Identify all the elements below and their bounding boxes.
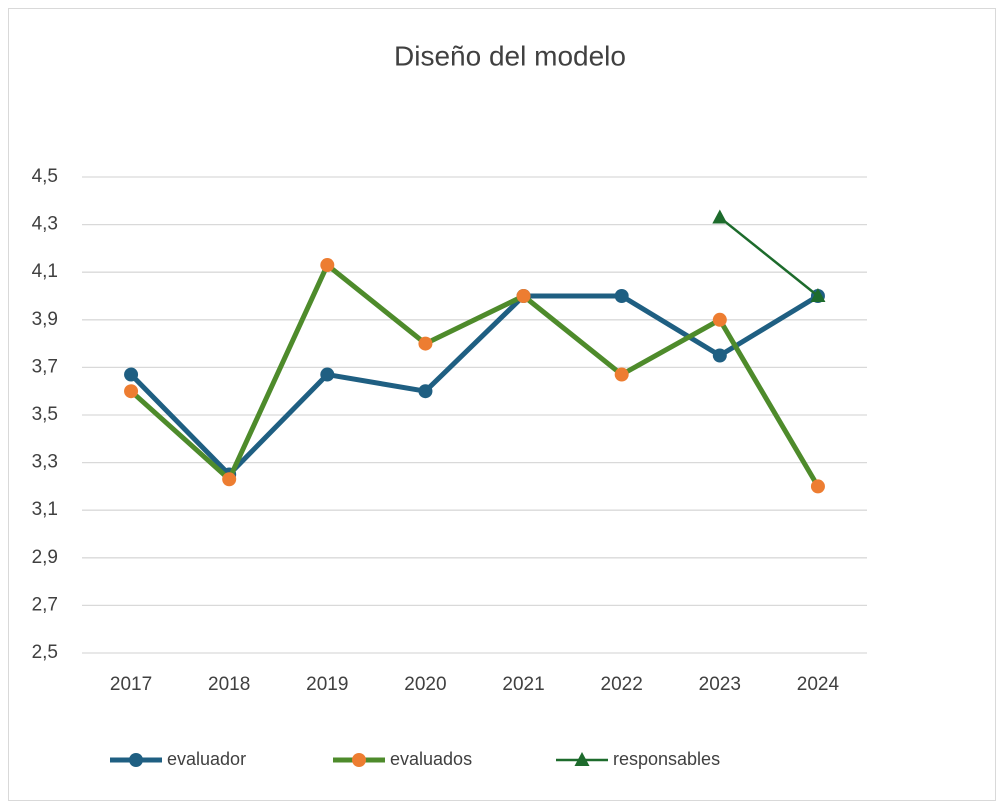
series-line (129, 262, 821, 488)
data-point (712, 348, 727, 363)
data-point (124, 367, 139, 382)
x-tick-label: 2020 (404, 674, 446, 695)
legend-label: evaluador (167, 749, 246, 769)
x-tick-label: 2018 (208, 674, 250, 695)
data-point (418, 384, 433, 399)
chart-border (8, 8, 996, 801)
y-tick-label: 2,7 (32, 594, 58, 615)
x-tick-label: 2024 (797, 674, 840, 695)
legend-label: evaluados (390, 749, 472, 769)
data-point (614, 289, 629, 303)
y-tick-label: 2,9 (32, 547, 58, 568)
x-tick-label: 2023 (699, 674, 741, 695)
series-line (719, 216, 819, 297)
data-point (222, 472, 237, 487)
data-point (810, 288, 826, 302)
series-line (129, 293, 820, 477)
data-point (320, 258, 335, 273)
x-tick-label: 2019 (306, 674, 348, 695)
y-tick-label: 3,9 (32, 309, 58, 330)
y-tick-label: 2,5 (32, 642, 58, 663)
data-point (516, 289, 531, 303)
x-tick-label: 2022 (601, 674, 643, 695)
data-point (418, 336, 433, 351)
legend-marker (352, 753, 366, 767)
y-tick-label: 3,7 (32, 356, 58, 377)
data-point (614, 367, 629, 382)
data-point (712, 312, 727, 327)
y-tick-label: 3,1 (32, 499, 58, 520)
y-tick-label: 4,5 (32, 166, 58, 187)
data-point (320, 367, 335, 382)
y-tick-label: 4,1 (32, 261, 58, 282)
chart-title: Diseño del modelo (394, 40, 626, 71)
x-tick-label: 2017 (110, 674, 152, 695)
y-tick-label: 3,5 (32, 404, 58, 425)
x-tick-label: 2021 (502, 674, 544, 695)
legend-label: responsables (613, 749, 720, 769)
y-tick-label: 4,3 (32, 214, 58, 235)
data-point (810, 479, 825, 494)
y-tick-label: 3,3 (32, 452, 58, 473)
legend-marker (129, 753, 143, 767)
legend-marker (574, 752, 590, 766)
data-point (712, 209, 728, 224)
data-point (124, 384, 139, 399)
